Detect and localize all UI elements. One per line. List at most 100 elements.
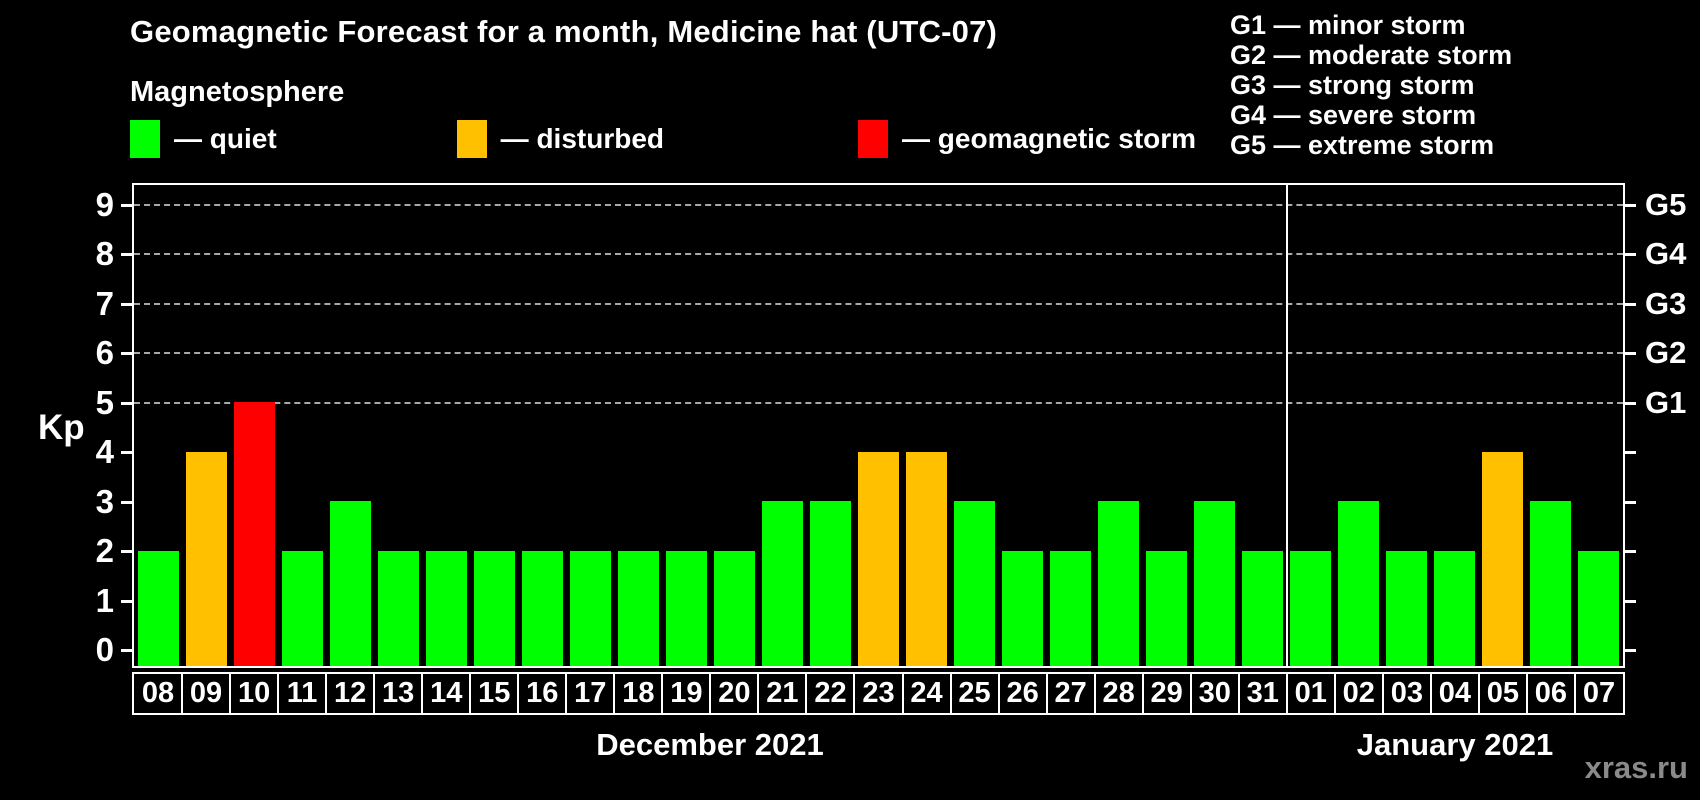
day-label-07: 07: [1582, 677, 1616, 709]
day-label-21: 21: [766, 677, 799, 709]
month-label-december: December 2021: [596, 727, 824, 762]
bar-day-10: [234, 402, 275, 666]
y-tick-label-5: 5: [95, 383, 114, 421]
day-box-border: [1142, 674, 1144, 713]
g-legend-line-g4: G4 — severe storm: [1230, 100, 1477, 130]
bar-day-24: [906, 452, 947, 666]
day-box-border: [661, 674, 663, 713]
gridline-kp-5: [134, 401, 1623, 404]
y-tick-right-5: [1623, 401, 1636, 405]
legend-item-quiet: — quiet: [130, 120, 277, 158]
y-tick-right-2: [1623, 550, 1636, 553]
bar-day-30: [1194, 501, 1235, 666]
day-label-05: 05: [1486, 677, 1520, 709]
g-legend-line-g1: G1 — minor storm: [1230, 10, 1466, 40]
day-box-border: [373, 674, 375, 713]
day-label-26: 26: [1006, 677, 1039, 709]
legend-item-label: — geomagnetic storm: [902, 123, 1197, 154]
y-tick-left-2: [121, 550, 134, 553]
day-label-30: 30: [1198, 677, 1231, 709]
y-tick-left-4: [121, 451, 134, 454]
bar-day-16: [522, 551, 563, 666]
y-tick-left-0: [121, 649, 134, 652]
bar-day-25: [954, 501, 995, 666]
day-box-border: [998, 674, 1000, 713]
day-label-31: 31: [1246, 677, 1279, 709]
day-label-12: 12: [334, 677, 367, 709]
day-label-28: 28: [1102, 677, 1135, 709]
y-axis-title: Kp: [38, 408, 85, 447]
y-tick-right-7: [1623, 302, 1636, 306]
legend-item-disturbed: — disturbed: [456, 120, 665, 158]
day-box-border: [1382, 674, 1384, 713]
bar-day-09: [186, 452, 227, 666]
bar-day-03: [1386, 551, 1427, 666]
bar-day-15: [474, 551, 515, 666]
day-label-25: 25: [958, 677, 991, 709]
day-label-20: 20: [718, 677, 751, 709]
y-tick-label-9: 9: [95, 185, 114, 223]
day-box-border: [1334, 674, 1336, 713]
day-box-border: [277, 674, 279, 713]
bar-day-06: [1530, 501, 1571, 666]
y-tick-label-8: 8: [95, 235, 114, 272]
day-label-04: 04: [1438, 677, 1471, 709]
legend-item-label: — disturbed: [500, 123, 665, 154]
bar-day-07: [1578, 551, 1619, 666]
bar-day-19: [666, 551, 707, 666]
bar-day-31: [1242, 551, 1283, 666]
y-tick-left-8: [121, 253, 134, 256]
day-box-border: [1430, 674, 1432, 713]
y-tick-right-1: [1623, 599, 1636, 603]
day-box-border: [1190, 674, 1192, 713]
day-box-border: [1574, 674, 1576, 713]
bar-day-28: [1098, 501, 1139, 666]
y-tick-left-7: [121, 302, 134, 306]
day-label-27: 27: [1054, 677, 1087, 709]
y-tick-label-6: 6: [95, 334, 114, 371]
day-label-29: 29: [1150, 677, 1183, 709]
day-label-08: 08: [141, 677, 175, 709]
day-box-border: [565, 674, 567, 713]
gridline-kp-8: [134, 253, 1623, 255]
day-axis-row: 08 09 10 11 12 13 14 15 16 17 18 19 20 21 22 23 24 25 26 27…: [132, 672, 1625, 715]
bar-day-01: [1290, 551, 1331, 666]
bar-day-23: [858, 452, 899, 666]
bar-day-12: [330, 501, 371, 666]
month-divider-line: [1286, 185, 1288, 666]
y-tick-right-0: [1623, 649, 1636, 652]
g-axis-label-g3: G3: [1645, 285, 1687, 321]
day-box-border: [469, 674, 471, 713]
bar-day-05: [1482, 452, 1523, 666]
y-tick-right-9: [1623, 203, 1636, 207]
g-axis-label-g2: G2: [1645, 335, 1687, 370]
bar-day-02: [1338, 501, 1379, 666]
day-box-border: [613, 674, 615, 713]
bar-day-27: [1050, 551, 1091, 666]
quiet-swatch-icon: [130, 120, 160, 158]
day-label-16: 16: [526, 677, 559, 709]
y-tick-label-4: 4: [95, 433, 114, 470]
day-label-09: 09: [189, 677, 223, 709]
day-label-10: 10: [237, 677, 271, 709]
y-tick-right-4: [1623, 451, 1636, 454]
y-tick-left-5: [121, 401, 134, 405]
chart-subtitle: Magnetosphere: [130, 76, 345, 108]
day-box-border: [181, 674, 183, 713]
day-box-border: [325, 674, 327, 713]
bar-day-17: [570, 551, 611, 666]
day-box-border: [805, 674, 807, 713]
day-box-border: [902, 674, 904, 713]
storm-swatch-icon: [858, 120, 889, 158]
bar-day-20: [714, 551, 755, 666]
y-tick-label-1: 1: [95, 581, 114, 619]
day-box-border: [1046, 674, 1048, 713]
y-tick-left-9: [121, 203, 134, 207]
day-box-border: [1238, 674, 1240, 713]
status-legend: — quiet — disturbed — geomagnetic storm: [130, 120, 1248, 158]
day-label-13: 13: [382, 677, 415, 709]
y-tick-label-2: 2: [95, 532, 114, 569]
day-label-19: 19: [670, 677, 703, 709]
y-tick-label-3: 3: [95, 482, 114, 520]
y-tick-right-8: [1623, 253, 1636, 256]
